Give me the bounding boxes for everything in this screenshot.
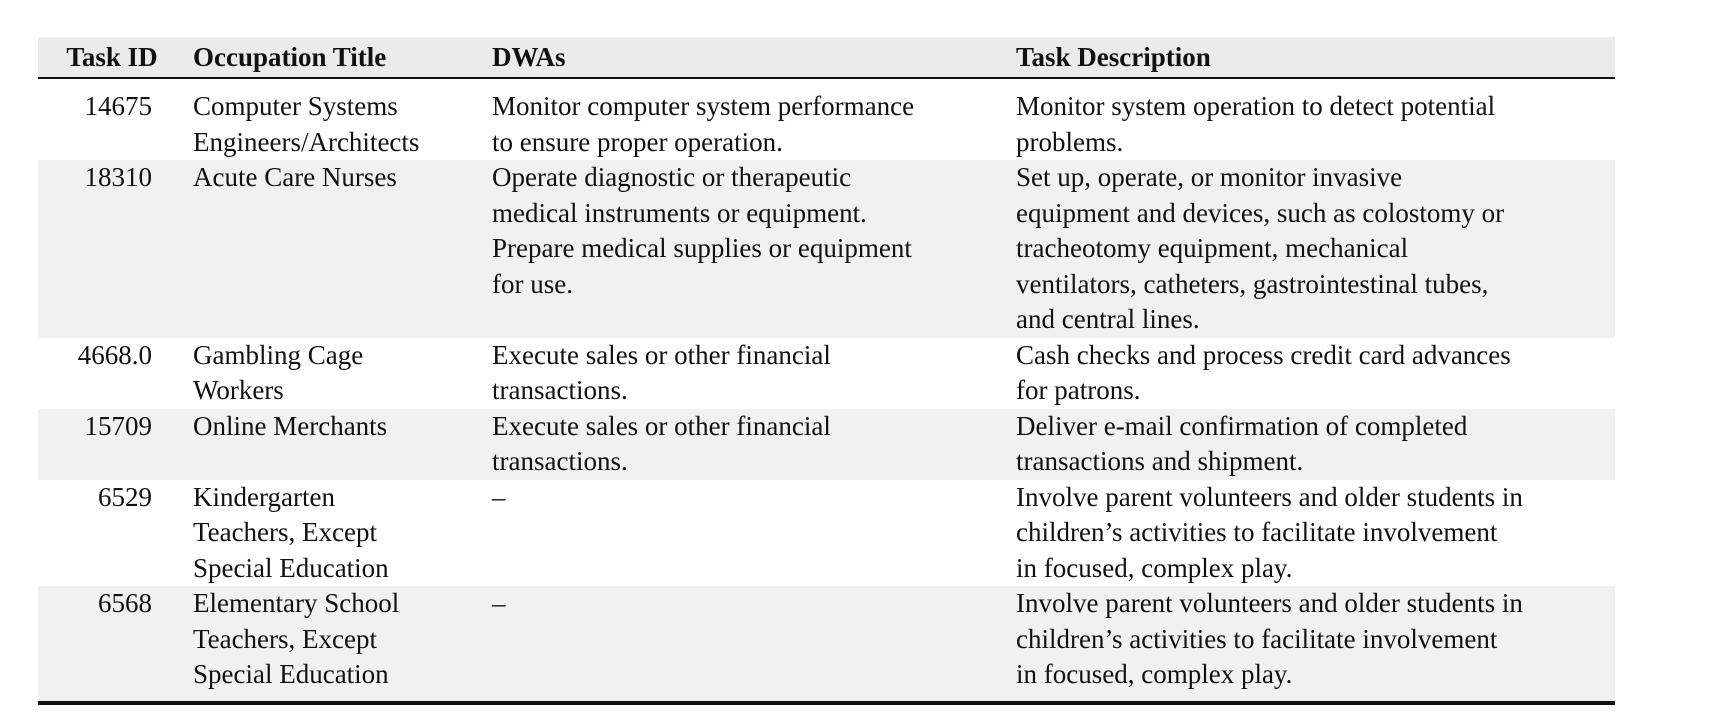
table-row: 14675 Computer Systems Engineers/Architect… xyxy=(38,89,1615,160)
cell-line: problems. xyxy=(1016,126,1124,157)
cell-line: medical instruments or equipment. xyxy=(492,197,867,228)
cell-line: Execute sales or other financial xyxy=(492,410,831,441)
cell-line: for patrons. xyxy=(1016,375,1141,405)
cell-line: transactions. xyxy=(492,446,628,476)
cell-line: Computer Systems xyxy=(193,91,398,121)
cell-line: Special Education xyxy=(193,552,389,583)
header-dwas: DWAs xyxy=(479,29,1003,79)
table-row: 4668.0 Gambling Cage Workers Execute sales … xyxy=(38,338,1615,409)
header-row: Task ID Occupation Title DWAs Task Descr… xyxy=(38,29,1615,79)
cell-occupation-title: Gambling Cage Workers xyxy=(180,338,479,409)
table-row: 15709 Online Merchants Execute sales or ot… xyxy=(38,408,1615,480)
cell-task-id: 6529 xyxy=(98,481,152,512)
cell-dwas: Monitor computer system performance to en… xyxy=(479,89,1003,160)
cell-task-description: Monitor system operation to detect poten… xyxy=(1003,89,1615,160)
cell-line: Workers xyxy=(193,375,284,405)
cell-dwas: Execute sales or other financial transact… xyxy=(479,409,1003,480)
cell-line: equipment and devices, such as colostomy… xyxy=(1016,197,1505,228)
cell-line: transactions. xyxy=(492,375,628,405)
cell-line: Set up, operate, or monitor invasive xyxy=(1016,162,1403,192)
cell-line: – xyxy=(492,481,506,512)
header-occupation-title: Occupation Title xyxy=(180,29,479,79)
cell-line: children’s activities to facilitate invo… xyxy=(1016,517,1498,547)
cell-line: Monitor computer system performance xyxy=(492,91,915,121)
header-gap xyxy=(38,78,1615,89)
cell-dwas: Execute sales or other financial transact… xyxy=(479,338,1003,409)
cell-line: Acute Care Nurses xyxy=(193,162,397,192)
cell-task-description: Set up, operate, or monitor invasive equi… xyxy=(1003,160,1615,338)
cell-occupation-title: Acute Care Nurses xyxy=(180,160,479,338)
cell-line: Operate diagnostic or therapeutic xyxy=(492,162,852,192)
cell-line: tracheotomy equipment, mechanical xyxy=(1016,233,1409,263)
cell-line: – xyxy=(492,588,506,618)
cell-dwas: Operate diagnostic or therapeutic medical… xyxy=(479,160,1003,338)
cell-line: Involve parent volunteers and older stud… xyxy=(1016,588,1523,618)
cell-line: to ensure proper operation. xyxy=(492,126,783,157)
cell-task-id: 14675 xyxy=(84,91,153,121)
cell-task-id: 6568 xyxy=(98,588,152,618)
table-row: 6568 Elementary School Teachers, Except Spe… xyxy=(38,586,1615,703)
cell-task-description: Deliver e-mail confirmation of completed… xyxy=(1003,409,1615,480)
cell-task-description: Involve parent volunteers and older stud… xyxy=(1003,586,1615,703)
cell-occupation-title: Kindergarten Teachers, Except Special Educ… xyxy=(180,480,479,587)
cell-line: and central lines. xyxy=(1016,304,1200,334)
cell-line: Prepare medical supplies or equipment xyxy=(492,233,912,263)
cell-task-id: 15709 xyxy=(84,410,153,441)
table-header: Task ID Occupation Title DWAs Task Descr… xyxy=(38,29,1615,79)
cell-occupation-title: Online Merchants xyxy=(180,409,479,480)
cell-line: Gambling Cage xyxy=(193,339,364,370)
cell-line: children’s activities to facilitate invo… xyxy=(1016,623,1498,654)
cell-task-id: 18310 xyxy=(84,162,153,192)
cell-occupation-title: Elementary School Teachers, Except Special… xyxy=(180,586,479,703)
cell-line: Monitor system operation to detect poten… xyxy=(1016,91,1496,121)
table-row: 6529 Kindergarten Teachers, Except Special … xyxy=(38,480,1615,587)
cell-line: for use. xyxy=(492,268,573,299)
cell-dwas: – xyxy=(479,480,1003,587)
cell-line: Kindergarten xyxy=(193,481,335,512)
cell-line: ventilators, catheters, gastrointestinal… xyxy=(1016,268,1489,299)
table-body: 14675 Computer Systems Engineers/Architect… xyxy=(38,78,1615,703)
cell-dwas: – xyxy=(479,586,1003,703)
cell-task-id: 4668.0 xyxy=(77,339,152,370)
cell-line: Involve parent volunteers and older stud… xyxy=(1016,481,1523,512)
cell-task-description: Involve parent volunteers and older stud… xyxy=(1003,480,1615,587)
cell-line: Special Education xyxy=(193,659,389,689)
cell-line: Teachers, Except xyxy=(193,623,378,654)
table-row: 18310 Acute Care Nurses Operate diagnostic… xyxy=(38,160,1615,338)
cell-line: Teachers, Except xyxy=(193,517,378,547)
cell-line: Deliver e-mail confirmation of completed xyxy=(1016,410,1468,441)
cell-line: Elementary School xyxy=(193,588,400,618)
cell-line: Execute sales or other financial xyxy=(492,339,831,370)
cell-line: in focused, complex play. xyxy=(1016,552,1293,583)
header-task-description: Task Description xyxy=(1003,29,1615,79)
cell-line: Online Merchants xyxy=(193,410,388,441)
cell-line: in focused, complex play. xyxy=(1016,659,1293,689)
cell-line: Engineers/Architects xyxy=(193,126,420,157)
header-task-id: Task ID xyxy=(38,29,180,79)
cell-line: transactions and shipment. xyxy=(1016,446,1304,476)
cell-line: Cash checks and process credit card adva… xyxy=(1016,339,1511,370)
cell-occupation-title: Computer Systems Engineers/Architects xyxy=(180,89,479,160)
task-table: Task ID Occupation Title DWAs Task Descr… xyxy=(38,29,1615,705)
cell-task-description: Cash checks and process credit card adva… xyxy=(1003,338,1615,409)
